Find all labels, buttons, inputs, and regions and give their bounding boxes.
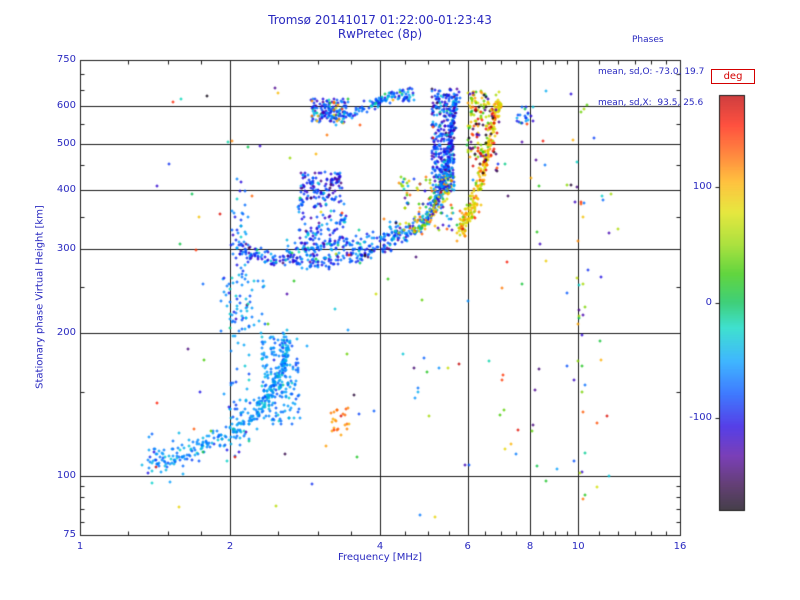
phase-stats-o-mode: mean, sd,O: -73.0, 19.7 xyxy=(598,66,705,77)
y-tick-label: 400 xyxy=(56,183,76,195)
plot-subtitle: RwPretec (8p) xyxy=(337,27,423,41)
y-tick-label: 750 xyxy=(56,54,76,65)
plot-title: Tromsø 20141017 01:22:00-01:23:43 xyxy=(268,13,492,27)
x-axis-label: Frequency [MHz] xyxy=(337,552,423,563)
y-tick-label: 300 xyxy=(56,243,76,255)
x-tick-label: 4 xyxy=(376,541,384,552)
x-tick-label: 16 xyxy=(673,541,687,552)
y-tick-label: 600 xyxy=(56,100,76,112)
y-axis-label: Stationary phase Virtual Height [km] xyxy=(34,205,46,389)
phase-stats: Phases mean, sd,O: -73.0, 19.7 mean, sd,… xyxy=(598,14,728,130)
y-tick-label: 100 xyxy=(56,469,76,481)
x-tick-label: 6 xyxy=(464,541,471,552)
phase-stats-header: Phases xyxy=(632,35,664,45)
x-tick-label: 1 xyxy=(76,541,84,552)
colorbar-tick-label: 0 xyxy=(705,296,712,308)
colorbar-tick-label: 100 xyxy=(692,181,712,193)
x-tick-label: 10 xyxy=(571,541,585,552)
y-tick-label: 500 xyxy=(56,137,76,149)
x-tick-label: 2 xyxy=(226,541,234,552)
y-tick-label: 75 xyxy=(63,529,76,540)
y-tick-label: 200 xyxy=(56,326,76,338)
colorbar-tick-label: -100 xyxy=(689,411,712,423)
colorbar-unit-label: deg xyxy=(711,69,755,84)
x-tick-label: 8 xyxy=(526,541,534,552)
phase-stats-x-mode: mean, sd,X: 93.5, 25.6 xyxy=(598,98,704,108)
